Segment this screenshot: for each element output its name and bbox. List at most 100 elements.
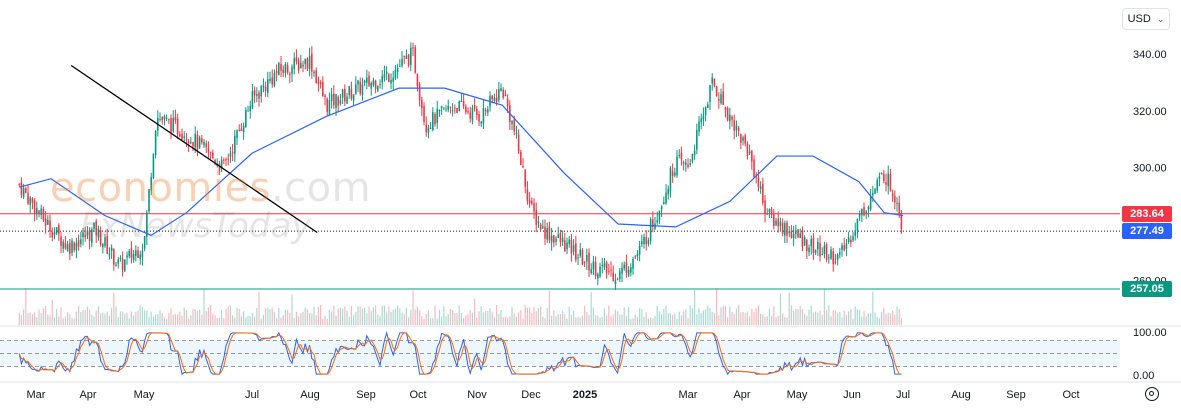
volume-bar — [278, 307, 280, 325]
volume-bar — [447, 314, 449, 325]
volume-bar — [606, 315, 608, 325]
volume-bar — [788, 292, 790, 325]
volume-bar — [49, 315, 51, 325]
candle-body — [630, 267, 632, 273]
candle-body — [172, 118, 175, 132]
candle-body — [550, 235, 553, 243]
settings-icon[interactable] — [1145, 387, 1159, 401]
volume-bar — [155, 314, 157, 325]
candle-body — [502, 89, 505, 98]
volume-bar — [84, 309, 86, 325]
candle-body — [278, 62, 280, 76]
volume-bar — [243, 311, 245, 325]
volume-bar — [478, 311, 480, 325]
candle-body — [788, 231, 791, 234]
volume-bar — [126, 312, 128, 325]
volume-bar — [555, 316, 557, 325]
volume-bar — [91, 314, 93, 325]
volume-bar — [234, 317, 236, 325]
candle-body — [49, 220, 51, 232]
volume-bar — [405, 307, 408, 325]
volume-bar — [456, 312, 458, 325]
volume-bar — [139, 305, 141, 325]
candle-body — [366, 77, 368, 83]
volume-bar — [685, 309, 687, 325]
volume-bar — [678, 311, 680, 325]
volume-bar — [438, 309, 441, 325]
volume-bar — [284, 309, 287, 325]
currency-selector[interactable]: USD ⌄ — [1122, 8, 1170, 30]
volume-bar — [702, 310, 705, 325]
volume-bar — [892, 310, 894, 325]
candle-body — [432, 111, 434, 130]
candle-body — [361, 84, 364, 96]
volume-bar — [324, 315, 326, 325]
candle-body — [350, 88, 353, 99]
candle-body — [267, 79, 269, 93]
volume-bar — [854, 306, 856, 325]
candle-body — [674, 172, 676, 176]
candle-body — [555, 238, 557, 242]
volume-bar — [757, 305, 760, 325]
volume-bar — [610, 316, 612, 325]
volume-bar — [755, 307, 757, 325]
volume-bar — [614, 309, 617, 325]
volume-bar — [67, 312, 69, 325]
candle-body — [18, 184, 21, 186]
volume-bar — [381, 305, 383, 325]
candle-body — [159, 119, 161, 121]
volume-bar — [159, 310, 161, 325]
volume-bar — [245, 317, 247, 325]
candle-body — [685, 162, 687, 165]
volume-bar — [705, 309, 707, 325]
volume-bar — [78, 306, 80, 325]
volume-bar — [592, 307, 595, 325]
candle-body — [533, 203, 535, 212]
volume-bar — [568, 306, 570, 325]
candle-body — [280, 64, 282, 71]
x-tick-label: Mar — [679, 389, 698, 401]
candle-body — [744, 135, 747, 144]
candle-body — [240, 128, 243, 132]
candle-body — [867, 206, 870, 209]
candle-body — [647, 240, 650, 245]
volume-bar — [500, 309, 502, 325]
volume-bar — [430, 318, 432, 325]
candle-body — [27, 193, 29, 204]
volume-bar — [634, 314, 636, 325]
volume-bar — [575, 317, 577, 325]
candle-body — [878, 176, 881, 180]
candle-body — [467, 110, 469, 113]
candle-body — [207, 148, 210, 153]
candle-body — [832, 251, 835, 265]
candle-body — [289, 73, 291, 76]
candle-body — [566, 242, 568, 250]
candle-body — [203, 141, 205, 146]
candle-body — [300, 62, 302, 69]
volume-bar — [713, 312, 716, 325]
candle-body — [671, 170, 674, 177]
candle-body — [775, 220, 777, 226]
candle-body — [478, 114, 480, 122]
candle-body — [326, 98, 329, 112]
volume-bar — [683, 311, 685, 325]
candle-body — [119, 258, 122, 260]
volume-bar — [522, 318, 524, 325]
candle-body — [722, 91, 725, 105]
candle-body — [187, 141, 190, 144]
volume-bar — [425, 313, 427, 325]
candle-body — [559, 232, 562, 242]
candle-body — [249, 106, 252, 112]
candle-body — [75, 242, 78, 251]
y-tick-label: 300.00 — [1133, 162, 1167, 174]
candle-body — [511, 121, 513, 125]
candle-body — [414, 47, 417, 73]
volume-bar — [482, 312, 485, 325]
candle-body — [71, 240, 73, 254]
volume-bar — [293, 318, 295, 325]
volume-bar — [498, 313, 500, 325]
candle-body — [352, 94, 355, 101]
candle-body — [170, 118, 172, 133]
volume-bar — [291, 294, 293, 325]
